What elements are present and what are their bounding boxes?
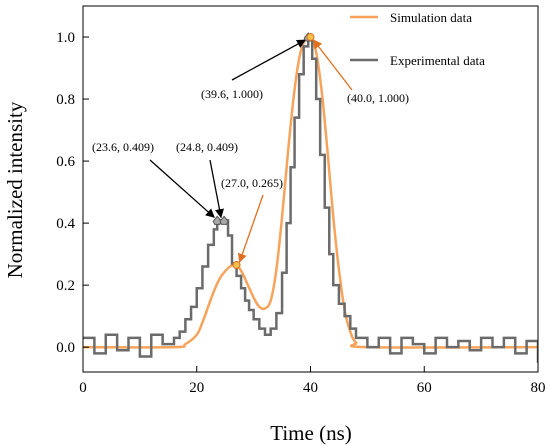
series-line-simulation <box>83 34 538 349</box>
y-axis-label: Normalized intensity <box>3 101 27 278</box>
series-line-experimental <box>83 35 538 363</box>
y-tick-label: 0.2 <box>56 278 75 294</box>
annotation-arrow <box>312 39 353 91</box>
x-axis-label: Time (ns) <box>270 421 352 445</box>
annotation-label: (39.6, 1.000) <box>201 87 263 101</box>
annotation-label: (27.0, 0.265) <box>221 176 283 190</box>
x-tick-label: 0 <box>79 380 87 396</box>
y-tick-label: 0.4 <box>56 216 75 232</box>
y-tick-label: 0.6 <box>56 154 75 170</box>
y-tick-label: 0.8 <box>56 92 75 108</box>
peak-marker-simulation <box>306 33 315 42</box>
legend-label: Simulation data <box>390 10 472 25</box>
y-tick-label: 1.0 <box>56 30 75 46</box>
peak-marker-experimental <box>219 215 229 225</box>
peak-marker-experimental <box>212 215 222 225</box>
annotation-arrow <box>231 39 307 81</box>
annotation-label: (23.6, 0.409) <box>92 140 154 154</box>
x-tick-label: 80 <box>531 380 546 396</box>
x-tick-label: 60 <box>417 380 432 396</box>
annotation-label: (24.8, 0.409) <box>176 140 238 154</box>
annotation-arrow <box>237 194 264 263</box>
annotation-label: (40.0, 1.000) <box>347 91 409 105</box>
y-tick-label: 0.0 <box>56 340 75 356</box>
peak-marker-simulation <box>232 260 241 269</box>
x-tick-label: 40 <box>303 380 318 396</box>
legend-label: Experimental data <box>390 53 485 68</box>
annotation-arrow <box>149 159 215 218</box>
x-tick-label: 20 <box>189 380 204 396</box>
annotation-arrow <box>209 159 224 219</box>
